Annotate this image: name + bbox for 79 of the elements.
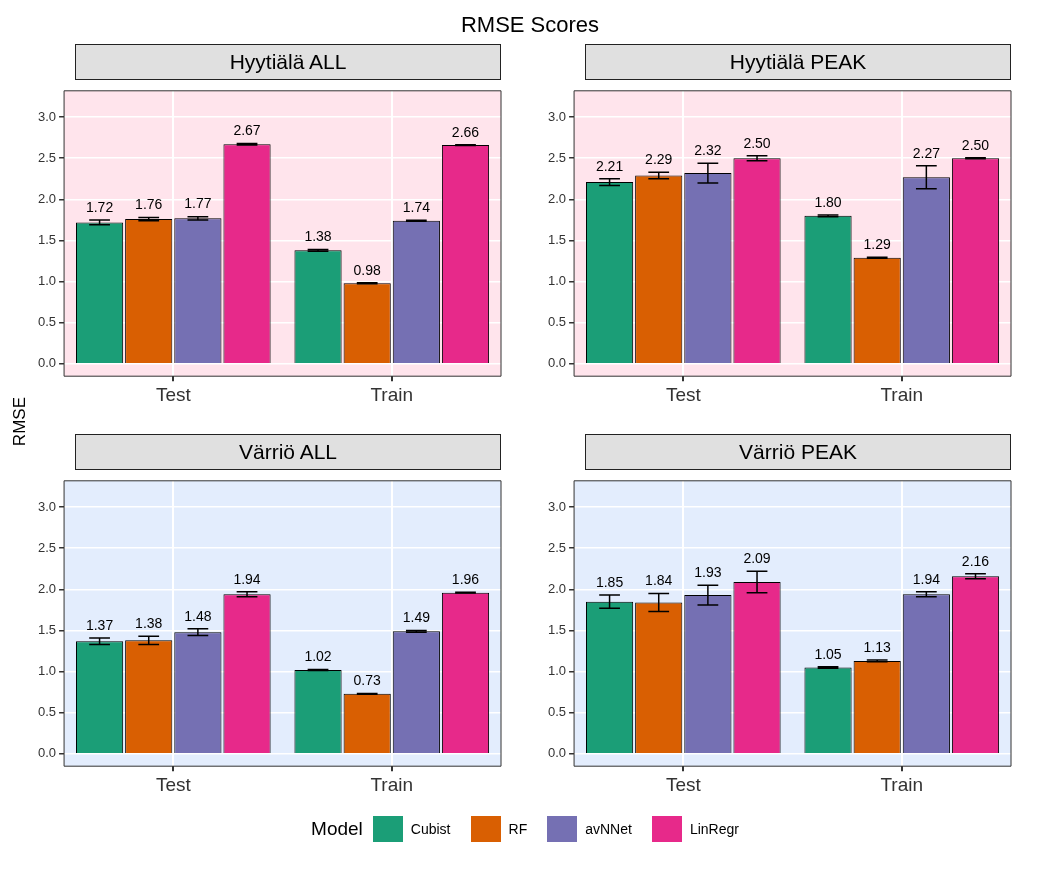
- x-tick-label: Test: [155, 383, 192, 405]
- data-label: 1.80: [814, 193, 842, 210]
- data-label: 1.05: [814, 645, 842, 662]
- y-tick-label: 2.0: [547, 580, 567, 596]
- data-label: 2.21: [595, 157, 624, 174]
- chart-title: Hyytiälä ALL: [75, 44, 501, 80]
- y-tick-label: 1.5: [37, 232, 57, 248]
- y-tick-label: 0.5: [547, 704, 567, 720]
- y-tick-label: 2.5: [37, 539, 57, 555]
- legend-title: Model: [311, 818, 363, 840]
- data-label: 1.84: [645, 572, 673, 589]
- x-tick-label: Train: [370, 773, 414, 795]
- x-tick-label: Train: [880, 773, 924, 795]
- y-tick-label: 1.5: [547, 622, 567, 638]
- y-tick-label: 1.5: [37, 622, 57, 638]
- data-label: 0.98: [353, 261, 382, 278]
- y-tick-label: 3.0: [547, 108, 567, 124]
- x-tick-label: Test: [665, 383, 702, 405]
- legend-label: LinRegr: [689, 821, 739, 837]
- y-tick-label: 0.5: [37, 314, 57, 330]
- legend-label: avNNet: [585, 821, 632, 837]
- data-label: 1.72: [85, 198, 114, 215]
- y-tick-label: 3.0: [37, 498, 57, 514]
- y-tick-label: 0.5: [37, 704, 57, 720]
- text: RMSE Scores: [460, 12, 600, 37]
- x-tick-label: Train: [880, 383, 924, 405]
- data-label: 2.27: [912, 144, 941, 161]
- chart-title: Hyytiälä PEAK: [585, 44, 1011, 80]
- x-tick-label: Test: [155, 773, 192, 795]
- data-label: 1.02: [304, 648, 332, 665]
- chart-title: Värriö ALL: [75, 434, 501, 470]
- data-label: 0.73: [353, 672, 382, 689]
- data-label: 1.37: [85, 616, 114, 633]
- data-label: 1.85: [595, 573, 624, 590]
- y-tick-label: 0.0: [37, 355, 57, 371]
- y-tick-label: 2.0: [547, 190, 567, 206]
- data-label: 2.50: [743, 134, 771, 151]
- data-label: 1.94: [912, 570, 941, 587]
- data-label: 1.38: [135, 615, 163, 632]
- data-label: 1.13: [863, 638, 892, 655]
- y-tick-label: 0.0: [37, 745, 57, 761]
- data-label: 1.74: [402, 199, 431, 216]
- data-label: 1.38: [304, 228, 332, 245]
- y-tick-label: 1.0: [547, 663, 567, 679]
- data-label: 1.49: [402, 609, 431, 626]
- y-tick-label: 2.0: [37, 190, 57, 206]
- y-tick-label: 3.0: [547, 498, 567, 514]
- data-label: 1.76: [135, 196, 163, 213]
- y-tick-label: 0.5: [547, 314, 567, 330]
- data-label: 2.32: [694, 142, 722, 159]
- data-label: 2.67: [233, 122, 261, 139]
- y-tick-label: 0.0: [547, 745, 567, 761]
- data-label: 1.96: [451, 571, 480, 588]
- y-tick-label: 2.5: [547, 149, 567, 165]
- y-tick-label: 1.5: [547, 232, 567, 248]
- data-label: 1.94: [233, 570, 261, 587]
- y-tick-label: 2.5: [547, 539, 567, 555]
- data-label: 2.50: [961, 136, 990, 153]
- y-tick-label: 1.0: [37, 273, 57, 289]
- data-label: 2.29: [645, 151, 673, 168]
- data-label: 2.09: [743, 550, 771, 567]
- y-tick-label: 3.0: [37, 108, 57, 124]
- data-label: 1.77: [184, 195, 212, 212]
- data-label: 1.29: [863, 236, 892, 253]
- chart-title: Värriö PEAK: [585, 434, 1011, 470]
- data-label: 2.16: [961, 552, 990, 569]
- legend-label: Cubist: [410, 821, 451, 837]
- data-label: 2.66: [451, 123, 480, 140]
- y-tick-label: 1.0: [547, 273, 567, 289]
- y-tick-label: 1.0: [37, 663, 57, 679]
- data-label: 1.93: [694, 564, 722, 581]
- data-label: 1.48: [184, 607, 212, 624]
- y-tick-label: 2.0: [37, 580, 57, 596]
- y-tick-label: 0.0: [547, 355, 567, 371]
- legend-label: RF: [508, 821, 528, 837]
- y-tick-label: 2.5: [37, 149, 57, 165]
- y-axis-title: RMSE: [10, 397, 30, 447]
- x-tick-label: Test: [665, 773, 702, 795]
- x-tick-label: Train: [370, 383, 414, 405]
